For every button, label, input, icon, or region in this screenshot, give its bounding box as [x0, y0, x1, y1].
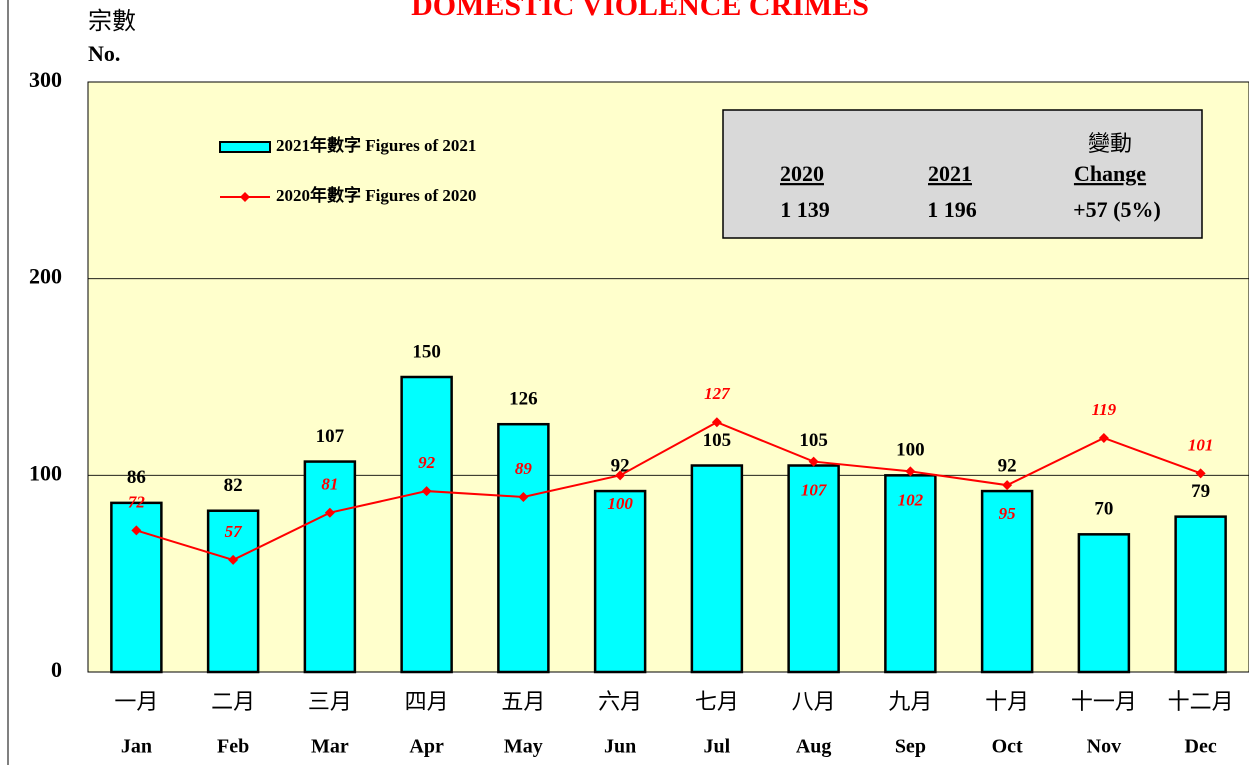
- line-marker: [228, 554, 239, 565]
- line-value-label: 107: [801, 480, 828, 499]
- x-tick-label: Feb: [217, 736, 249, 758]
- summary-header: 2021: [928, 161, 972, 186]
- summary-value: +57 (5%): [1073, 197, 1161, 222]
- line-marker: [1098, 432, 1109, 443]
- x-tick-label: 九月: [888, 690, 932, 715]
- line-marker: [711, 417, 722, 428]
- bar: [206, 509, 260, 674]
- bar-value-label: 70: [1094, 499, 1113, 520]
- x-tick-label: Nov: [1087, 736, 1121, 758]
- line-value-label: 92: [418, 453, 436, 472]
- line-marker: [518, 491, 529, 502]
- summary-box: [722, 109, 1203, 239]
- bar-value-label: 150: [412, 341, 441, 362]
- x-tick-label: 二月: [211, 690, 255, 715]
- x-tick-label: Jun: [604, 736, 636, 758]
- x-tick-label: Oct: [992, 736, 1023, 758]
- x-tick-label: Jan: [121, 736, 152, 758]
- summary-value: 1 196: [927, 197, 977, 222]
- x-tick-label: Apr: [409, 736, 444, 758]
- bar-value-label: 126: [509, 389, 538, 410]
- x-tick-label: Sep: [895, 736, 926, 758]
- summary-header: 變動: [1088, 132, 1132, 157]
- x-tick-label: 一月: [114, 690, 158, 715]
- x-tick-label: 四月: [405, 690, 449, 715]
- bar: [1174, 515, 1227, 674]
- x-tick-label: Aug: [796, 736, 832, 758]
- x-tick-label: 三月: [308, 690, 352, 715]
- bar-value-label: 86: [127, 467, 146, 488]
- bar-value-label: 92: [998, 455, 1017, 476]
- x-tick-label: Mar: [311, 736, 349, 758]
- legend-marker: [240, 192, 250, 202]
- line-marker: [905, 466, 916, 477]
- line-marker: [421, 486, 432, 497]
- x-tick-label: 五月: [501, 690, 545, 715]
- line-marker: [808, 456, 819, 467]
- line-value-label: 95: [999, 504, 1017, 523]
- bar-value-label: 82: [224, 475, 243, 496]
- line-value-label: 119: [1092, 400, 1117, 419]
- bar: [1077, 533, 1131, 674]
- bar: [787, 464, 840, 674]
- line: [136, 421, 1201, 561]
- chart-title: DOMESTIC VIOLENCE CRIMES: [411, 0, 869, 22]
- bar: [980, 489, 1034, 674]
- x-tick-label: 八月: [792, 690, 836, 715]
- x-tick-label: Dec: [1185, 736, 1217, 758]
- y-tick-label: 300: [29, 67, 62, 92]
- x-tick-label: 十月: [985, 690, 1029, 715]
- line-marker: [324, 507, 335, 518]
- line-marker: [615, 470, 626, 481]
- bar-value-label: 105: [799, 430, 828, 451]
- summary-value: 1 139: [780, 197, 830, 222]
- legend-label: 2020年數字 Figures of 2020: [276, 185, 476, 205]
- line-marker: [1195, 468, 1206, 479]
- line-value-label: 100: [607, 494, 633, 513]
- bar: [400, 375, 453, 674]
- bar: [690, 464, 744, 674]
- line-value-label: 72: [128, 492, 146, 511]
- line-value-label: 101: [1188, 435, 1214, 454]
- line-value-label: 102: [898, 490, 924, 509]
- bar: [497, 422, 550, 674]
- line-value-label: 57: [225, 522, 244, 541]
- x-tick-label: Jul: [704, 736, 731, 758]
- line-value-label: 89: [515, 459, 533, 478]
- x-tick-label: May: [504, 736, 543, 758]
- bar: [303, 460, 357, 674]
- legend-swatch: [219, 141, 271, 153]
- x-tick-label: 六月: [598, 690, 642, 715]
- legend-label: 2021年數字 Figures of 2021: [276, 135, 476, 155]
- bar-value-label: 107: [316, 426, 345, 447]
- x-tick-label: 十二月: [1168, 690, 1234, 715]
- y-tick-label: 100: [29, 460, 62, 485]
- bar: [884, 474, 937, 674]
- bar: [593, 489, 647, 674]
- line-value-label: 127: [704, 384, 731, 403]
- x-tick-label: 七月: [695, 690, 739, 715]
- line-marker: [1002, 480, 1013, 491]
- bar-value-label: 100: [896, 440, 925, 461]
- y-axis-label: 宗數: [88, 7, 136, 35]
- summary-header: 2020: [780, 161, 824, 186]
- y-axis-label: No.: [88, 41, 120, 66]
- bar-value-label: 79: [1191, 481, 1210, 502]
- summary-header: Change: [1074, 161, 1146, 186]
- bar-value-label: 92: [611, 455, 630, 476]
- y-tick-label: 200: [29, 264, 62, 289]
- bar-value-label: 105: [703, 430, 732, 451]
- line-value-label: 81: [321, 475, 338, 494]
- x-tick-label: 十一月: [1071, 690, 1137, 715]
- y-tick-label: 0: [51, 657, 62, 682]
- line-marker: [131, 525, 142, 536]
